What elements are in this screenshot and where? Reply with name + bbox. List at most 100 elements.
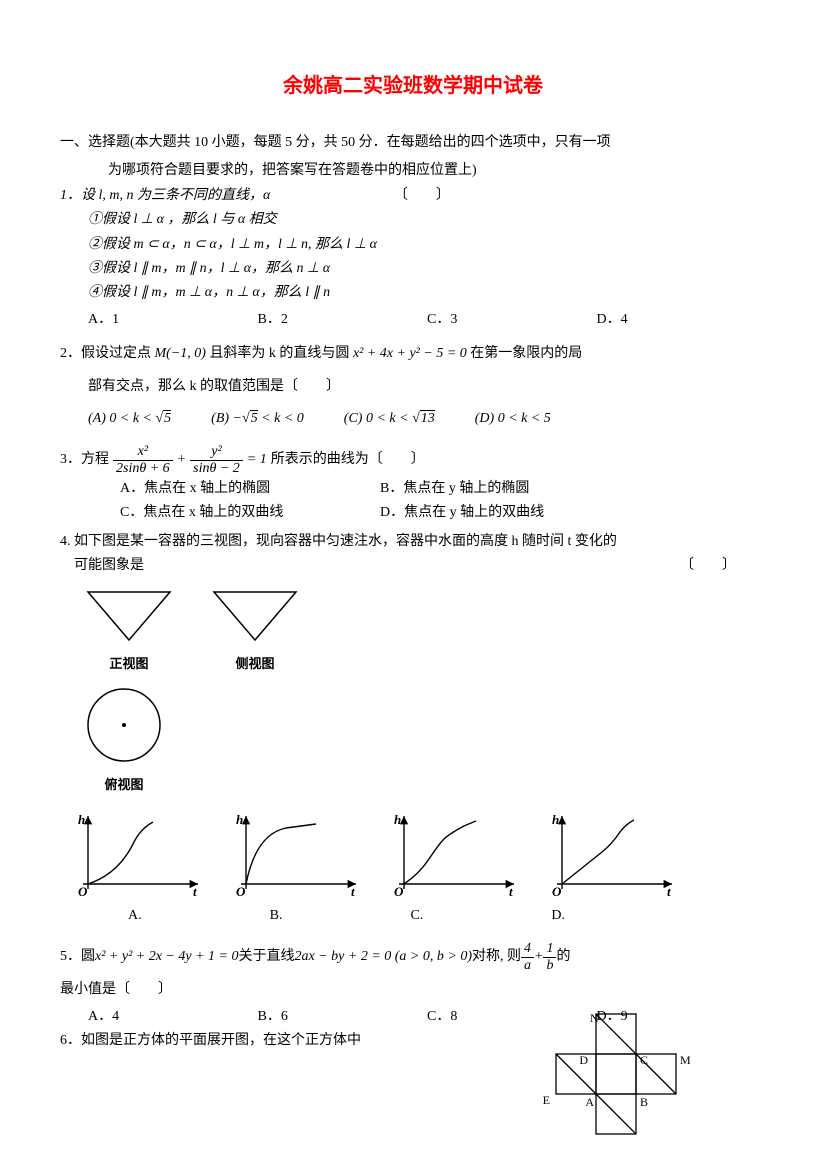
q5-options: A．4 B．6 C．8 D．9	[88, 1006, 766, 1028]
q4-opt-d[interactable]: D.	[551, 905, 565, 927]
q5f1d: a	[521, 957, 534, 973]
v2-label: 侧视图	[210, 654, 300, 675]
t-label: t	[509, 884, 513, 899]
q2b1: (B) −	[211, 411, 242, 426]
q2-stem: 2．假设过定点 M(−1, 0) 且斜率为 k 的直线与圆 x² + 4x + …	[60, 343, 766, 365]
lbl-c: C	[640, 1053, 648, 1067]
o-label: O	[236, 884, 246, 899]
q3-opt-d[interactable]: D．焦点在 y 轴上的双曲线	[380, 502, 640, 524]
q2c1: (C) 0 < k <	[344, 411, 412, 426]
q3-frac1: x²2sinθ + 6	[113, 444, 173, 476]
q2-opt-a[interactable]: (A) 0 < k < √5	[88, 408, 171, 430]
q3f1n: x²	[113, 444, 173, 459]
q5f1n: 4	[521, 941, 534, 956]
q1-s1-t: ①假设 l ⊥ α ，那么 l 与 α 相交	[88, 212, 277, 227]
exam-title: 余姚高二实验班数学期中试卷	[60, 70, 766, 102]
q1-s3-t: ③假设 l ∥ m，m ∥ n，l ⊥ α，那么 n ⊥ α	[88, 261, 330, 276]
q1-s3: ③假设 l ∥ m，m ∥ n，l ⊥ α，那么 n ⊥ α	[88, 258, 766, 280]
q2-sc: 在第一象限内的局	[470, 346, 582, 361]
curve	[88, 822, 153, 884]
q2b3: < k < 0	[258, 411, 304, 426]
q2-opt-d[interactable]: (D) 0 < k < 5	[475, 408, 551, 430]
q3-sa: 3．方程	[60, 449, 109, 471]
v1-label: 正视图	[84, 654, 174, 675]
q4-opt-a[interactable]: A.	[128, 905, 142, 927]
q2-sa: 2．假设过定点	[60, 346, 155, 361]
t-label: t	[193, 884, 197, 899]
q1-opt-a[interactable]: A．1	[88, 309, 258, 331]
graph-d: h O t	[552, 814, 682, 899]
q4-options: A. B. C. D.	[128, 905, 766, 927]
q4-stem: 4. 如下图是某一容器的三视图，现向容器中匀速注水，容器中水面的高度 h 随时间…	[60, 531, 766, 553]
q3-eq-tail: = 1	[247, 449, 267, 471]
top-view: 俯视图	[84, 685, 164, 796]
tri-shape	[88, 592, 170, 640]
q2a1: (A) 0 < k <	[88, 411, 155, 426]
q5-stem2: 最小值是〔 〕	[60, 979, 766, 1001]
q1-s2: ②假设 m ⊂ α，n ⊂ α，l ⊥ m，l ⊥ n, 那么 l ⊥ α	[88, 234, 766, 256]
front-view: 正视图	[84, 588, 174, 675]
q5-sc: 对称, 则	[472, 946, 521, 968]
q2-options: (A) 0 < k < √5 (B) −√5 < k < 0 (C) 0 < k…	[88, 408, 766, 430]
q2b2: 5	[250, 410, 258, 426]
t-label: t	[667, 884, 671, 899]
q3-stem: 3．方程 x²2sinθ + 6 + y²sinθ − 2 = 1 所表示的曲线…	[60, 444, 766, 476]
q5-eq1: x² + y² + 2x − 4y + 1 = 0	[95, 946, 239, 968]
h-label: h	[236, 814, 243, 827]
v3-label: 俯视图	[84, 775, 164, 796]
q3-row2: C．焦点在 x 轴上的双曲线 D．焦点在 y 轴上的双曲线	[120, 502, 766, 524]
q4-opt-b[interactable]: B.	[270, 905, 283, 927]
q2-stem2: 部有交点，那么 k 的取值范围是〔 〕	[88, 376, 766, 398]
q3-opt-b[interactable]: B．焦点在 y 轴上的椭圆	[380, 478, 640, 500]
q5-stem: 5．圆 x² + y² + 2x − 4y + 1 = 0 关于直线 2ax −…	[60, 941, 766, 973]
lbl-m: M	[680, 1053, 691, 1067]
o-label: O	[78, 884, 88, 899]
q1-s4: ④假设 l ∥ m，m ⊥ α，n ⊥ α，那么 l ∥ n	[88, 282, 766, 304]
q2-opt-b[interactable]: (B) −√5 < k < 0	[211, 408, 304, 430]
q3-opt-a[interactable]: A．焦点在 x 轴上的椭圆	[120, 478, 380, 500]
q5-f2: 1b	[543, 941, 556, 973]
q2-opt-c[interactable]: (C) 0 < k < √13	[344, 408, 435, 430]
lbl-a: A	[585, 1095, 594, 1109]
o-label: O	[552, 884, 562, 899]
q1-stem: 1．设 l, m, n 为三条不同的直线，α 〔 〕	[60, 185, 766, 207]
q1-s2-t: ②假设 m ⊂ α，n ⊂ α，l ⊥ m，l ⊥ n, 那么 l ⊥ α	[88, 237, 377, 252]
q4-blank: 〔 〕	[680, 555, 736, 577]
lbl-b: B	[640, 1095, 648, 1109]
triangle-icon	[210, 588, 300, 644]
cube-net-svg: N D C M E A B	[536, 1010, 726, 1140]
q3-opt-c[interactable]: C．焦点在 x 轴上的双曲线	[120, 502, 380, 524]
q4-s2: 可能图象是	[74, 555, 144, 577]
q3-plus: +	[177, 449, 186, 471]
lbl-d: D	[579, 1053, 588, 1067]
q3f2d: sinθ − 2	[190, 460, 243, 476]
q5f2n: 1	[543, 941, 556, 956]
q1-opt-c[interactable]: C．3	[427, 309, 597, 331]
h-label: h	[78, 814, 85, 827]
q2-eq: x² + 4x + y² − 5 = 0	[353, 346, 467, 361]
q5-sd: 的	[556, 946, 570, 968]
tri-shape	[214, 592, 296, 640]
net-shapes	[556, 1014, 676, 1134]
q5-opt-a[interactable]: A．4	[88, 1006, 258, 1028]
q5-opt-d[interactable]: D．9	[597, 1006, 767, 1028]
section1-heading-2: 为哪项符合题目要求的，把答案写在答题卷中的相应位置上)	[60, 160, 766, 182]
side-view: 侧视图	[210, 588, 300, 675]
q5-opt-b[interactable]: B．6	[258, 1006, 428, 1028]
graph-c: h O t	[394, 814, 524, 899]
q4-views-circle: 俯视图	[84, 685, 766, 796]
graph-b: h O t	[236, 814, 366, 899]
triangle-icon	[84, 588, 174, 644]
q1-opt-d[interactable]: D．4	[597, 309, 767, 331]
q5-plus: +	[534, 946, 543, 968]
h-label: h	[394, 814, 401, 827]
q3f2n: y²	[190, 444, 243, 459]
q5-opt-c[interactable]: C．8	[427, 1006, 597, 1028]
curve	[404, 821, 476, 884]
q5f2d: b	[543, 957, 556, 973]
graph-a: h O t	[78, 814, 208, 899]
q1-opt-b[interactable]: B．2	[258, 309, 428, 331]
q4-stem-row2: 可能图象是 〔 〕	[60, 555, 766, 577]
q4-opt-c[interactable]: C.	[410, 905, 423, 927]
cube-net-figure: N D C M E A B	[536, 1010, 726, 1148]
